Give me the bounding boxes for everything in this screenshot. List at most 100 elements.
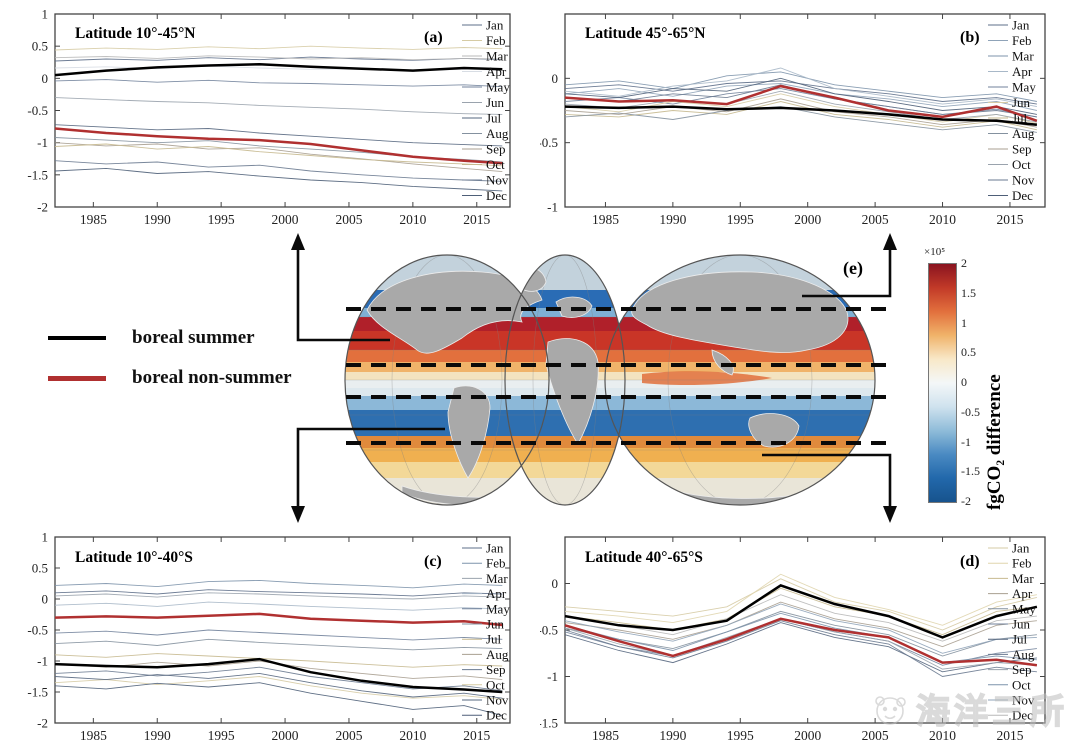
colorbar-gradient [928,263,957,503]
legend-label-sep: Sep [1012,142,1032,157]
x-tick-label: 1995 [208,212,235,227]
x-tick-label: 2015 [996,728,1023,743]
month-line-jan [564,578,1038,631]
legend-label-jul: Jul [1012,632,1028,647]
map-band [345,462,875,478]
boreal-summer-line [564,584,1038,639]
x-tick-label: 1995 [208,728,235,743]
legend-row-summer: boreal summer [48,318,292,358]
legend-label-nov: Nov [1012,173,1035,188]
y-tick-label: 0 [42,71,49,86]
colorbar-exponent: ×10⁵ [924,246,946,258]
legend-label-mar: Mar [486,49,508,64]
legend-label-apr: Apr [1012,586,1033,601]
x-tick-label: 2015 [996,212,1023,227]
continent-se-asia [711,349,734,376]
continent-south-america [447,385,491,479]
y-tick-label: 0 [42,592,49,607]
map-lobe [604,254,876,506]
map-band [345,350,875,362]
map-legend: boreal summer boreal non-summer [48,318,292,398]
y-tick-label: -1 [37,135,48,150]
legend-label-jul: Jul [1012,111,1028,126]
map-band [345,396,875,410]
legend-label-oct: Oct [1012,677,1031,692]
summer-line-swatch [48,336,106,340]
legend-row-non-summer: boreal non-summer [48,358,292,398]
x-tick-label: 2015 [463,728,490,743]
colorbar-label: fgCO₂ difference [984,374,1005,510]
month-line-jul [564,622,1037,673]
x-tick-label: 2000 [272,728,299,743]
boreal-non-summer-line [54,612,503,627]
x-tick-label: 1990 [659,212,686,227]
map-band [345,388,875,396]
panel-title: Latitude 10°-40°S [75,549,193,566]
legend-label-nov: Nov [1012,693,1035,708]
legend-label-may: May [1012,80,1036,95]
x-tick-label: 2000 [794,728,821,743]
colorbar-tick-label: 0 [961,375,967,389]
y-tick-label: 1 [42,7,49,22]
map-band [345,362,875,372]
legend-label-oct: Oct [486,677,505,692]
legend-label-jan: Jan [1012,18,1030,33]
y-tick-label: -1 [547,669,558,684]
continent-asia [631,271,849,353]
legend-label-aug: Aug [486,126,509,141]
arrowhead-panel-d [883,506,897,523]
legend-label-oct: Oct [1012,157,1031,172]
summer-label: boreal summer [132,327,255,348]
colorbar-tick-label: 0.5 [961,345,976,360]
y-tick-label: -1 [37,654,48,669]
panel-corner-label: (b) [960,29,980,46]
month-line-dec [54,682,503,717]
legend-label-may: May [1012,601,1036,616]
x-tick-label: 2005 [862,212,889,227]
legend-label-jun: Jun [1012,95,1031,110]
month-line-apr [54,601,503,611]
x-tick-label: 1995 [727,212,754,227]
panel-title: Latitude 10°-45°N [75,25,195,42]
y-tick-label: 0.5 [32,39,48,54]
legend-label-apr: Apr [1012,64,1033,79]
legend-label-nov: Nov [486,693,509,708]
legend-label-jun: Jun [1012,617,1031,632]
equatorial-warm-patch [642,371,772,386]
legend-label-apr: Apr [486,64,507,79]
colorbar-tick-label: -1 [961,434,971,449]
y-tick-label: -2 [37,716,48,731]
watermark-logo-icon [875,695,906,725]
x-tick-label: 1985 [592,728,619,743]
map-band [345,308,875,317]
legend-label-dec: Dec [1012,188,1033,203]
map-band [345,380,875,388]
panel-corner-label: (d) [960,553,980,570]
y-tick-label: -1 [547,200,558,215]
legend-label-sep: Sep [486,142,506,157]
month-line-feb [564,573,1037,626]
month-line-jul [54,124,503,147]
month-line-nov [54,672,503,699]
legend-label-jul: Jul [486,632,502,647]
panel-d-chart: 0 -0.5 -1 -1.5 1985 1990 1995 2000 2005 2010 2015 J… [540,536,1046,743]
legend-label-sep: Sep [1012,662,1032,677]
month-line-sep [54,142,503,173]
month-line-aug [564,106,1037,133]
month-line-feb [54,45,503,51]
month-line-may [54,79,503,88]
panel-b-chart: 0 -0.5 -1 1985 1990 1995 2000 2005 2010 2015 JanFe… [540,13,1046,227]
map-lobe [344,254,550,506]
y-tick-label: -2 [37,200,48,215]
colorbar-tick-label: -2 [961,494,971,508]
panel-corner-label: (a) [424,29,443,46]
month-line-dec [564,77,1037,115]
colorbar-tick-label: 1 [961,315,967,330]
legend-label-mar: Mar [486,571,508,586]
y-tick-label: 1 [42,530,49,545]
month-line-oct [54,143,503,167]
legend-label-dec: Dec [1012,708,1033,723]
month-line-mar [54,592,503,600]
watermark-text: 海洋三所 [915,691,1068,733]
boreal-non-summer-line [564,84,1038,122]
